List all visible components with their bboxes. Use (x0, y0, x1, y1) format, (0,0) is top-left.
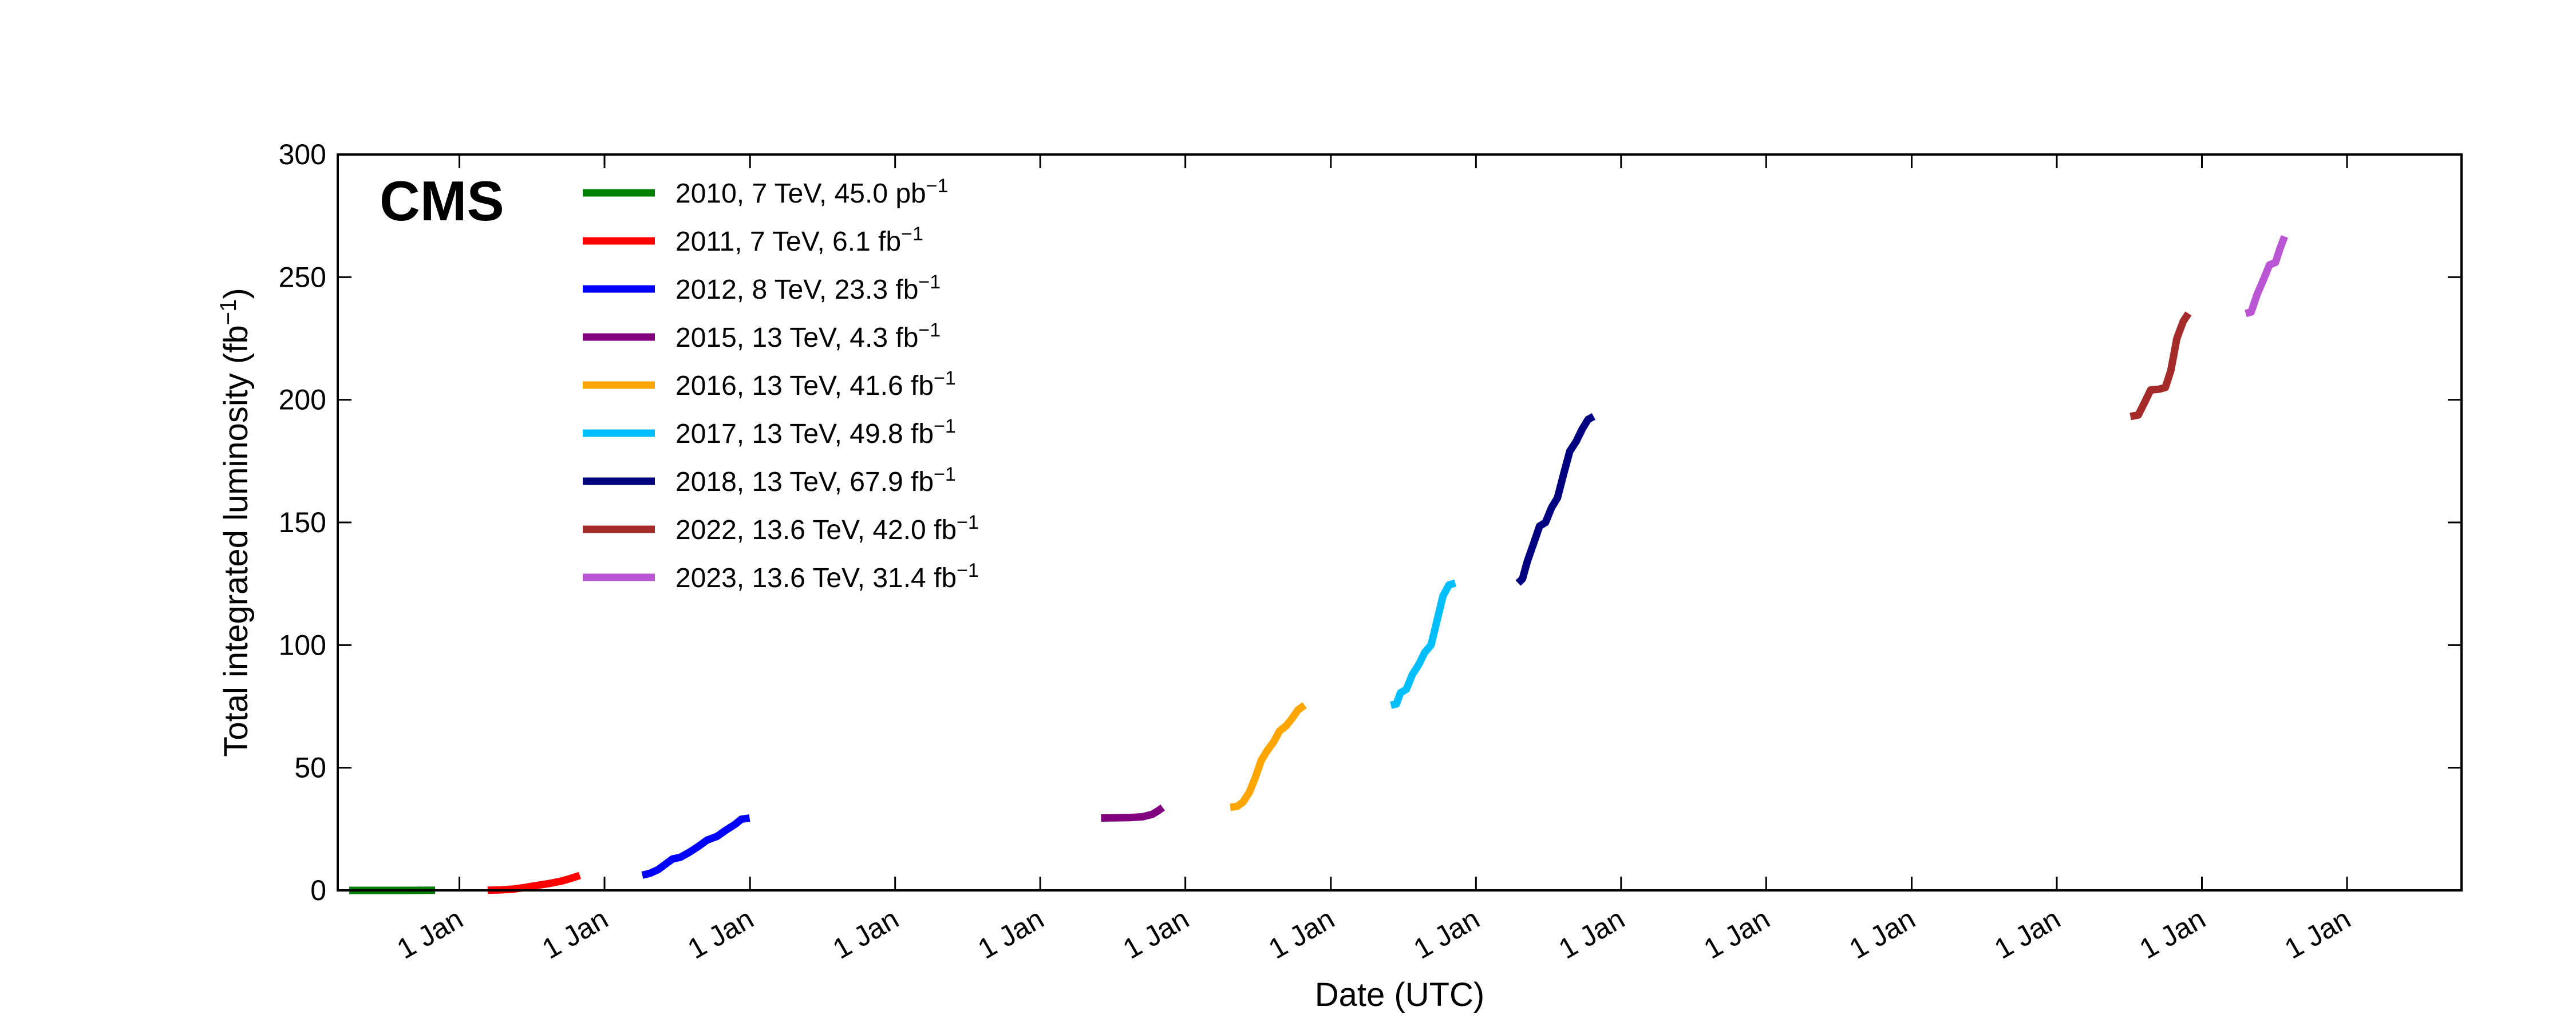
cms-label: CMS (380, 169, 504, 232)
x-tick-label: 1 Jan (827, 902, 904, 965)
x-tick-label: 1 Jan (537, 902, 614, 965)
x-tick-label: 1 Jan (1117, 902, 1194, 965)
series-line-6 (1515, 413, 1595, 586)
x-tick-label: 1 Jan (1698, 902, 1775, 965)
x-tick-label: 1 Jan (1844, 902, 1921, 965)
legend-label-6: 2018, 13 TeV, 67.9 fb−1 (675, 464, 956, 497)
x-tick-label: 1 Jan (1553, 902, 1630, 965)
x-tick-label: 1 Jan (973, 902, 1049, 965)
plot-frame (337, 153, 2463, 892)
x-tick-label: 1 Jan (1408, 902, 1485, 965)
axes (337, 153, 2463, 892)
series-line-1 (487, 871, 581, 894)
legend-label-2: 2012, 8 TeV, 23.3 fb−1 (675, 271, 941, 305)
y-tick-label: 250 (279, 261, 326, 293)
series-line-8 (2245, 235, 2288, 318)
x-tick-label: 1 Jan (1263, 902, 1340, 965)
legend-label-0: 2010, 7 TeV, 45.0 pb−1 (675, 175, 949, 209)
x-tick-label: 1 Jan (1989, 902, 2066, 965)
y-tick-label: 300 (279, 138, 326, 171)
legend-label-5: 2017, 13 TeV, 49.8 fb−1 (675, 415, 956, 449)
x-tick-label: 1 Jan (392, 902, 468, 965)
x-tick-label: 1 Jan (2134, 902, 2211, 965)
legend-label-3: 2015, 13 TeV, 4.3 fb−1 (675, 319, 941, 353)
y-tick-label: 150 (279, 506, 326, 538)
y-tick-label: 0 (310, 874, 326, 906)
x-axis-label: Date (UTC) (1315, 976, 1484, 1013)
legend-label-1: 2011, 7 TeV, 6.1 fb−1 (675, 223, 923, 257)
legend-label-4: 2016, 13 TeV, 41.6 fb−1 (675, 367, 956, 401)
y-tick-label: 100 (279, 629, 326, 661)
y-tick-label: 200 (279, 384, 326, 416)
legend: 2010, 7 TeV, 45.0 pb−1 2011, 7 TeV, 6.1 f… (583, 175, 979, 593)
series-line-7 (2129, 311, 2192, 421)
x-tick-label: 1 Jan (2279, 902, 2356, 965)
series-line-4 (1230, 702, 1307, 811)
series-line-3 (1101, 804, 1165, 822)
y-axis-ticks: 0 50 100 150 200 250 300 (279, 138, 2462, 906)
series-line-2 (641, 814, 750, 879)
legend-label-7: 2022, 13.6 TeV, 42.0 fb−1 (675, 512, 979, 545)
legend-label-8: 2023, 13.6 TeV, 31.4 fb−1 (675, 560, 979, 593)
x-tick-label: 1 Jan (682, 902, 759, 965)
series-line-5 (1390, 579, 1457, 709)
y-tick-label: 50 (294, 752, 326, 784)
y-axis-label: Total integrated luminosity (fb−1) (216, 288, 255, 756)
